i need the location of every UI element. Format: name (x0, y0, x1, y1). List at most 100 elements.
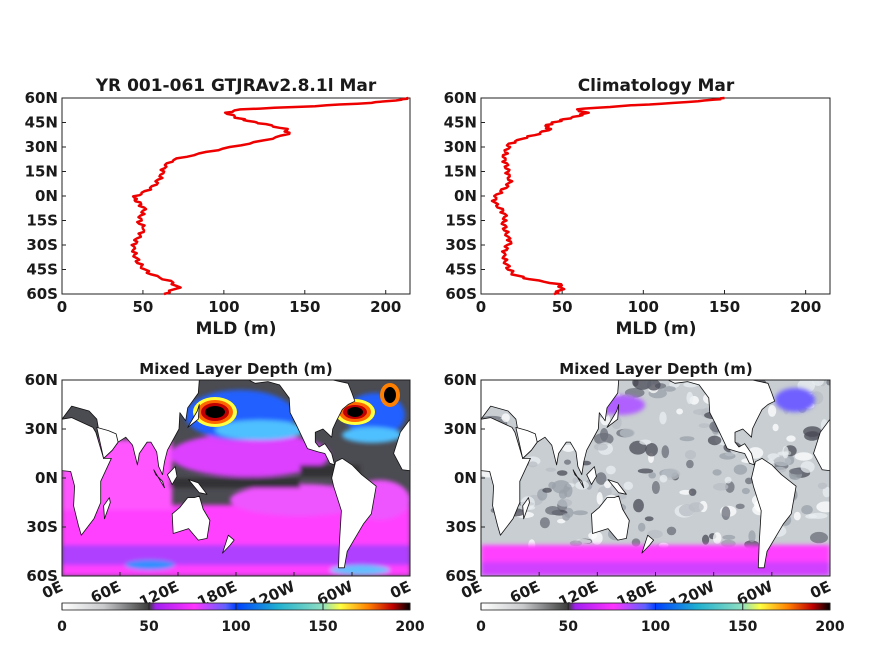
speckle-blob (722, 535, 735, 540)
x-tick-label: 50 (132, 298, 153, 316)
speckle-blob (645, 443, 658, 456)
colorbar-tick-label: 150 (308, 619, 337, 635)
speckle-blob (557, 499, 572, 507)
speckle-blob (768, 405, 776, 417)
speckle-blob (624, 482, 634, 490)
speckle-blob (708, 436, 721, 446)
profile-model-axes (62, 98, 410, 294)
y-tick-label: 0N (454, 469, 477, 487)
y-tick-label: 60S (26, 285, 58, 303)
lon-tick-label: 0E (387, 577, 413, 602)
profile-clim-axes (481, 98, 830, 294)
y-tick-label: 60N (25, 371, 58, 389)
speckle-blob (713, 483, 728, 491)
speckle-blob (795, 452, 813, 460)
speckle-blob (548, 482, 556, 489)
speckle-blob (722, 506, 731, 520)
profile-clim-xlabel: MLD (m) (615, 319, 696, 339)
map-clim-title: Mixed Layer Depth (m) (559, 360, 752, 378)
speckle-blob (545, 506, 560, 515)
profile-panel-climatology: Climatology Mar 60N45N30N15N0N15S30S45S6… (444, 76, 830, 339)
y-tick-label: 30N (444, 138, 477, 156)
colorbar-tick-label: 50 (139, 619, 159, 635)
speckle-blob (528, 461, 538, 467)
colorbar-tick-label: 100 (221, 619, 250, 635)
speckle-blob (594, 443, 608, 450)
speckle-blob (632, 378, 638, 386)
speckle-blob (810, 532, 828, 543)
speckle-blob (645, 516, 654, 521)
speckle-blob (502, 413, 510, 422)
speckle-blob (662, 445, 670, 458)
colorbar-tick-label: 0 (476, 619, 486, 635)
x-tick-label: 100 (208, 298, 239, 316)
speckle-blob (685, 450, 696, 459)
speckle-blob (786, 435, 795, 441)
colorbar-tick-label: 200 (395, 619, 424, 635)
y-tick-label: 45S (26, 261, 58, 279)
speckle-blob (713, 532, 722, 544)
colorbar-tick-label: 200 (815, 619, 844, 635)
speckle-blob (659, 412, 666, 425)
speckle-blob (546, 468, 556, 472)
colorbar-tick-label: 100 (641, 619, 670, 635)
speckle-blob (816, 501, 835, 512)
y-tick-label: 30S (26, 518, 58, 536)
speckle-blob (663, 386, 675, 392)
y-tick-label: 30S (445, 236, 477, 254)
y-tick-label: 45S (445, 261, 477, 279)
profile-clim-title: Climatology Mar (578, 76, 735, 96)
speckle-blob (652, 481, 660, 494)
speckle-blob (667, 527, 676, 536)
colorbar-tick-label: 0 (57, 619, 67, 635)
speckle-blob (801, 461, 815, 473)
y-tick-label: 45N (444, 114, 477, 132)
speckle-blob (742, 488, 750, 494)
y-tick-label: 15N (444, 163, 477, 181)
speckle-blob (638, 469, 653, 474)
lon-tick-label: 60E (88, 577, 124, 606)
speckle-blob (804, 431, 820, 441)
speckle-blob (557, 470, 568, 476)
speckle-blob (680, 436, 695, 441)
profile-model-title: YR 001-061 GTJRAv2.8.1l Mar (95, 76, 377, 96)
speckle-blob (639, 440, 651, 445)
speckle-blob (689, 502, 704, 512)
y-tick-label: 30N (444, 420, 477, 438)
speckle-blob (774, 456, 791, 466)
x-tick-label: 100 (628, 298, 659, 316)
speckle-blob (686, 460, 694, 468)
map-model-title: Mixed Layer Depth (m) (139, 360, 332, 378)
speckle-blob (606, 466, 616, 475)
speckle-blob (794, 512, 801, 521)
speckle-blob (713, 469, 722, 475)
y-tick-label: 0N (35, 187, 58, 205)
speckle-blob (686, 392, 693, 404)
speckle-blob (573, 510, 588, 515)
speckle-blob (734, 465, 747, 475)
y-tick-label: 0N (454, 187, 477, 205)
y-tick-label: 15S (445, 212, 477, 230)
y-tick-label: 60S (445, 285, 477, 303)
speckle-blob (542, 488, 552, 493)
speckle-blob (633, 499, 644, 512)
speckle-blob (689, 489, 697, 496)
speckle-blob (620, 428, 635, 437)
colorbar-tick-label: 50 (559, 619, 579, 635)
y-tick-label: 60N (444, 371, 477, 389)
speckle-blob (564, 460, 571, 465)
speckle-blob (736, 504, 745, 509)
colorbar-tick-label: 150 (728, 619, 757, 635)
speckle-blob (818, 483, 827, 489)
lon-tick-label: 60E (507, 577, 543, 606)
x-tick-label: 0 (57, 298, 67, 316)
y-tick-label: 0N (35, 469, 58, 487)
y-tick-label: 30S (445, 518, 477, 536)
y-tick-label: 60N (25, 89, 58, 107)
y-tick-label: 15N (25, 163, 58, 181)
speckle-blob (638, 523, 645, 532)
x-tick-label: 200 (790, 298, 821, 316)
speckle-blob (597, 492, 603, 505)
speckle-blob (702, 535, 709, 545)
